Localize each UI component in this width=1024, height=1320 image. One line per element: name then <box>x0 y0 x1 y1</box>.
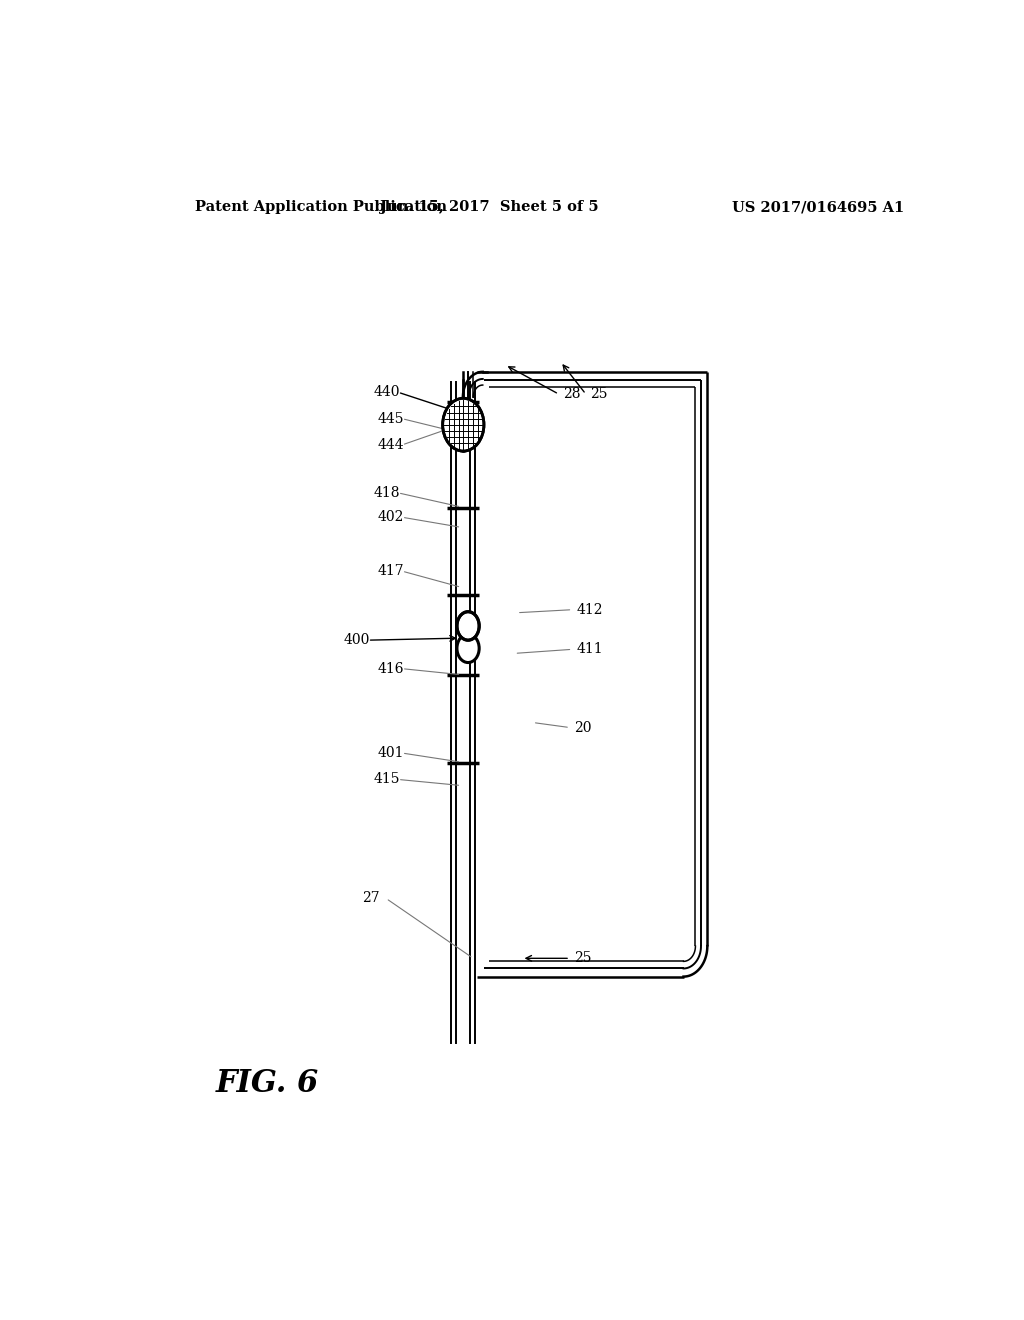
Text: 418: 418 <box>374 486 400 500</box>
Circle shape <box>442 399 484 451</box>
Text: 401: 401 <box>378 746 404 760</box>
Text: 400: 400 <box>344 634 371 647</box>
Text: 415: 415 <box>374 772 400 787</box>
Circle shape <box>457 611 479 640</box>
Text: 25: 25 <box>590 387 607 401</box>
Text: 417: 417 <box>378 564 404 578</box>
Text: 25: 25 <box>574 952 592 965</box>
Text: 28: 28 <box>563 387 581 401</box>
Text: 412: 412 <box>577 603 603 616</box>
Text: 411: 411 <box>577 643 603 656</box>
Text: US 2017/0164695 A1: US 2017/0164695 A1 <box>732 201 904 214</box>
Text: 445: 445 <box>378 412 404 425</box>
Text: Jun. 15, 2017  Sheet 5 of 5: Jun. 15, 2017 Sheet 5 of 5 <box>380 201 598 214</box>
Text: 20: 20 <box>574 721 592 735</box>
Circle shape <box>457 634 479 663</box>
Text: 440: 440 <box>374 385 400 399</box>
Text: 402: 402 <box>378 511 404 524</box>
Text: 27: 27 <box>362 891 380 906</box>
Text: 416: 416 <box>378 661 404 676</box>
Text: FIG. 6: FIG. 6 <box>215 1068 318 1098</box>
Text: Patent Application Publication: Patent Application Publication <box>196 201 447 214</box>
Text: 444: 444 <box>378 438 404 451</box>
